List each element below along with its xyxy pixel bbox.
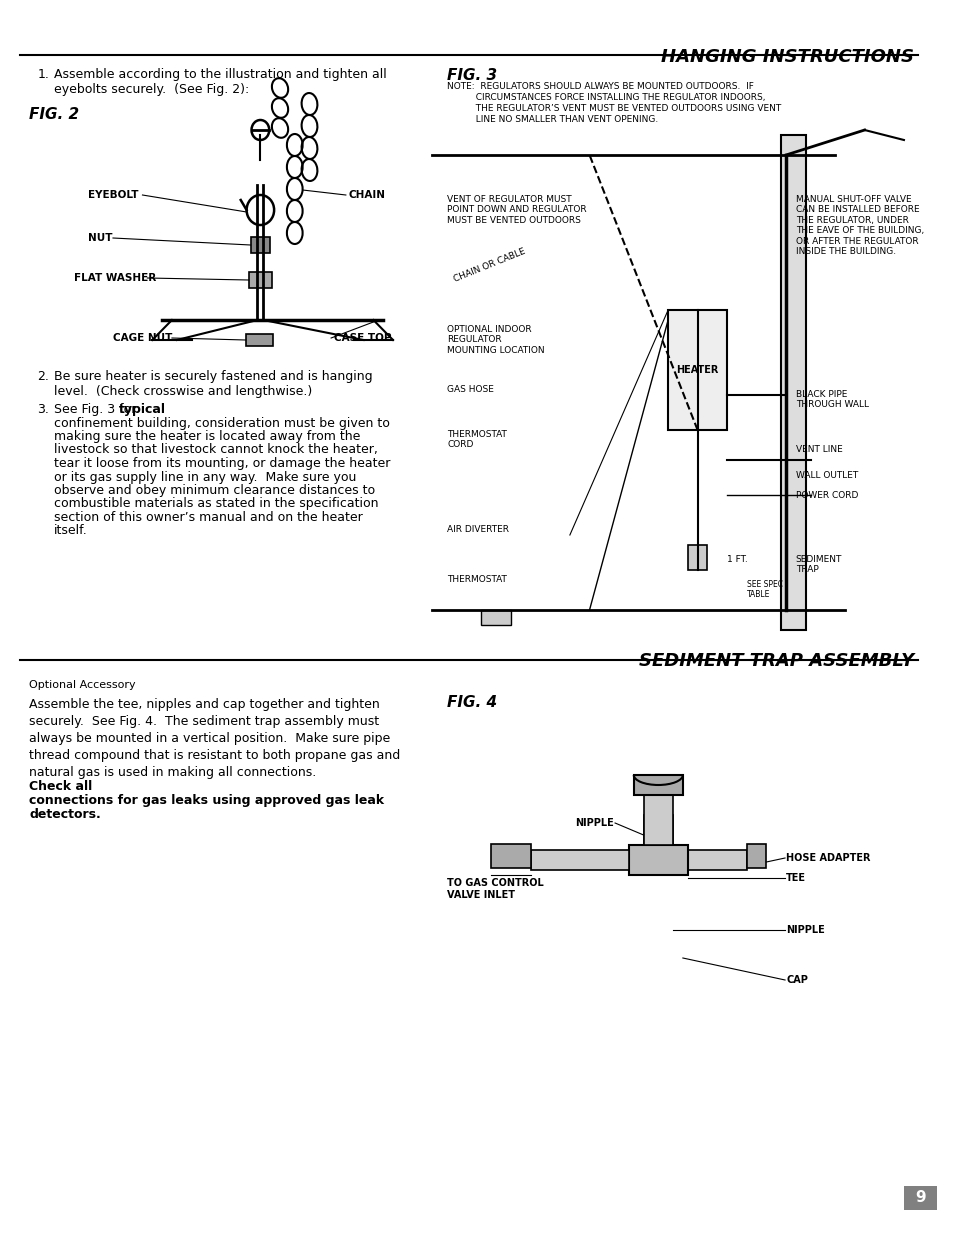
Text: NIPPLE: NIPPLE bbox=[785, 925, 824, 935]
Text: THERMOSTAT: THERMOSTAT bbox=[447, 576, 506, 584]
Text: CASE TOP: CASE TOP bbox=[334, 333, 391, 343]
Text: SEDIMENT
TRAP: SEDIMENT TRAP bbox=[795, 555, 841, 574]
Text: FLAT WASHER: FLAT WASHER bbox=[73, 273, 155, 283]
Text: typical: typical bbox=[119, 403, 166, 416]
Text: NUT: NUT bbox=[89, 233, 112, 243]
Bar bbox=[633, 776, 682, 795]
Text: FIG. 2: FIG. 2 bbox=[30, 107, 79, 122]
Text: GAS HOSE: GAS HOSE bbox=[447, 385, 494, 394]
Bar bbox=[643, 815, 672, 845]
Text: BLACK PIPE
THROUGH WALL: BLACK PIPE THROUGH WALL bbox=[795, 390, 868, 409]
Text: Be sure heater is securely fastened and is hanging
level.  (Check crosswise and : Be sure heater is securely fastened and … bbox=[54, 370, 373, 398]
Text: HANGING INSTRUCTIONS: HANGING INSTRUCTIONS bbox=[660, 48, 913, 65]
Text: WALL OUTLET: WALL OUTLET bbox=[795, 471, 857, 479]
Text: FIG. 3: FIG. 3 bbox=[447, 68, 497, 83]
Text: combustible materials as stated in the specification: combustible materials as stated in the s… bbox=[54, 498, 378, 510]
Bar bbox=[781, 135, 805, 630]
Text: making sure the heater is located away from the: making sure the heater is located away f… bbox=[54, 430, 360, 443]
Text: CHAIN: CHAIN bbox=[349, 190, 385, 200]
Text: 2.: 2. bbox=[37, 370, 50, 383]
Bar bbox=[530, 850, 628, 869]
Text: TO GAS CONTROL
VALVE INLET: TO GAS CONTROL VALVE INLET bbox=[447, 878, 543, 900]
Bar bbox=[667, 310, 726, 430]
Text: AIR DIVERTER: AIR DIVERTER bbox=[447, 526, 509, 535]
Bar bbox=[491, 844, 530, 868]
Text: EYEBOLT: EYEBOLT bbox=[89, 190, 139, 200]
Text: CHAIN OR CABLE: CHAIN OR CABLE bbox=[452, 247, 526, 284]
Text: VENT OF REGULATOR MUST
POINT DOWN AND REGULATOR
MUST BE VENTED OUTDOORS: VENT OF REGULATOR MUST POINT DOWN AND RE… bbox=[447, 195, 586, 225]
Text: TEE: TEE bbox=[785, 873, 805, 883]
Text: Check all: Check all bbox=[30, 781, 92, 793]
Text: HEATER: HEATER bbox=[676, 366, 718, 375]
Text: livestock so that livestock cannot knock the heater,: livestock so that livestock cannot knock… bbox=[54, 443, 377, 457]
Text: 9: 9 bbox=[914, 1191, 925, 1205]
Bar bbox=[245, 333, 273, 346]
Text: POWER CORD: POWER CORD bbox=[795, 490, 858, 499]
Bar bbox=[687, 850, 746, 869]
Text: NIPPLE: NIPPLE bbox=[575, 818, 614, 827]
Text: section of this owner’s manual and on the heater: section of this owner’s manual and on th… bbox=[54, 511, 362, 524]
Text: SEE SPEC
TABLE: SEE SPEC TABLE bbox=[746, 580, 781, 599]
Text: SEDIMENT TRAP ASSEMBLY: SEDIMENT TRAP ASSEMBLY bbox=[638, 652, 913, 671]
Text: FIG. 4: FIG. 4 bbox=[447, 695, 497, 710]
Text: 1 FT.: 1 FT. bbox=[726, 556, 747, 564]
Text: OPTIONAL INDOOR
REGULATOR
MOUNTING LOCATION: OPTIONAL INDOOR REGULATOR MOUNTING LOCAT… bbox=[447, 325, 544, 354]
Text: NOTE:  REGULATORS SHOULD ALWAYS BE MOUNTED OUTDOORS.  IF
          CIRCUMSTANCES: NOTE: REGULATORS SHOULD ALWAYS BE MOUNTE… bbox=[447, 82, 781, 125]
Text: Assemble the tee, nipples and cap together and tighten
securely.  See Fig. 4.  T: Assemble the tee, nipples and cap togeth… bbox=[30, 698, 400, 779]
Text: 3.: 3. bbox=[37, 403, 50, 416]
Text: 1.: 1. bbox=[37, 68, 50, 82]
Text: connections for gas leaks using approved gas leak: connections for gas leaks using approved… bbox=[30, 794, 384, 806]
Text: CAP: CAP bbox=[785, 974, 807, 986]
Bar bbox=[643, 795, 672, 845]
Text: HOSE ADAPTER: HOSE ADAPTER bbox=[785, 853, 870, 863]
Text: or its gas supply line in any way.  Make sure you: or its gas supply line in any way. Make … bbox=[54, 471, 356, 483]
Text: detectors.: detectors. bbox=[30, 808, 101, 821]
Bar bbox=[481, 610, 511, 625]
Bar bbox=[251, 237, 270, 253]
Text: CAGE NUT: CAGE NUT bbox=[112, 333, 172, 343]
Text: VENT LINE: VENT LINE bbox=[795, 446, 841, 454]
Text: confinement building, consideration must be given to: confinement building, consideration must… bbox=[54, 416, 390, 430]
Bar bbox=[249, 272, 272, 288]
Text: Optional Accessory: Optional Accessory bbox=[30, 680, 136, 690]
Text: tear it loose from its mounting, or damage the heater: tear it loose from its mounting, or dama… bbox=[54, 457, 390, 471]
Text: MANUAL SHUT-OFF VALVE
CAN BE INSTALLED BEFORE
THE REGULATOR, UNDER
THE EAVE OF T: MANUAL SHUT-OFF VALVE CAN BE INSTALLED B… bbox=[795, 195, 923, 256]
Bar bbox=[903, 1186, 937, 1210]
Bar bbox=[687, 545, 707, 571]
Text: THERMOSTAT
CORD: THERMOSTAT CORD bbox=[447, 430, 506, 450]
Text: itself.: itself. bbox=[54, 525, 88, 537]
Text: See Fig. 3 for: See Fig. 3 for bbox=[54, 403, 140, 416]
Bar bbox=[628, 845, 687, 876]
Text: Assemble according to the illustration and tighten all
eyebolts securely.  (See : Assemble according to the illustration a… bbox=[54, 68, 386, 96]
Bar bbox=[746, 844, 765, 868]
Text: observe and obey minimum clearance distances to: observe and obey minimum clearance dista… bbox=[54, 484, 375, 496]
